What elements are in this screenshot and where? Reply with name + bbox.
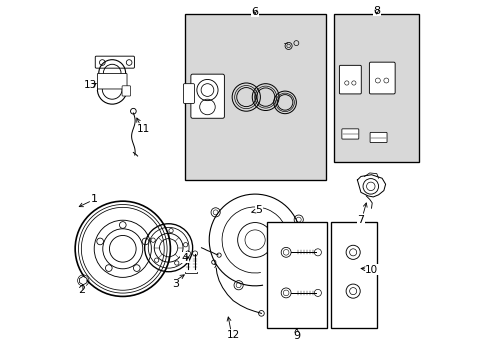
- Text: 10: 10: [364, 265, 377, 275]
- Polygon shape: [80, 276, 87, 285]
- Text: 9: 9: [292, 331, 300, 341]
- Text: 4: 4: [181, 253, 188, 262]
- FancyBboxPatch shape: [341, 129, 358, 139]
- Text: 1: 1: [91, 194, 98, 204]
- Bar: [334, 14, 418, 162]
- Bar: [330, 222, 376, 328]
- Text: 7: 7: [357, 215, 364, 225]
- FancyBboxPatch shape: [97, 73, 127, 89]
- FancyBboxPatch shape: [369, 132, 386, 143]
- Text: 13: 13: [83, 80, 97, 90]
- Text: 5: 5: [255, 205, 262, 215]
- FancyBboxPatch shape: [95, 56, 134, 68]
- FancyBboxPatch shape: [339, 66, 361, 94]
- FancyBboxPatch shape: [190, 74, 224, 118]
- Text: 12: 12: [226, 330, 239, 340]
- Text: 11: 11: [136, 124, 149, 134]
- Bar: [267, 222, 327, 328]
- Bar: [184, 14, 325, 180]
- FancyBboxPatch shape: [183, 84, 194, 103]
- Text: 3: 3: [172, 279, 179, 289]
- Text: 6: 6: [251, 7, 258, 17]
- Text: 8: 8: [372, 6, 380, 15]
- Text: 2: 2: [78, 285, 85, 295]
- FancyBboxPatch shape: [368, 62, 394, 94]
- FancyBboxPatch shape: [122, 86, 130, 96]
